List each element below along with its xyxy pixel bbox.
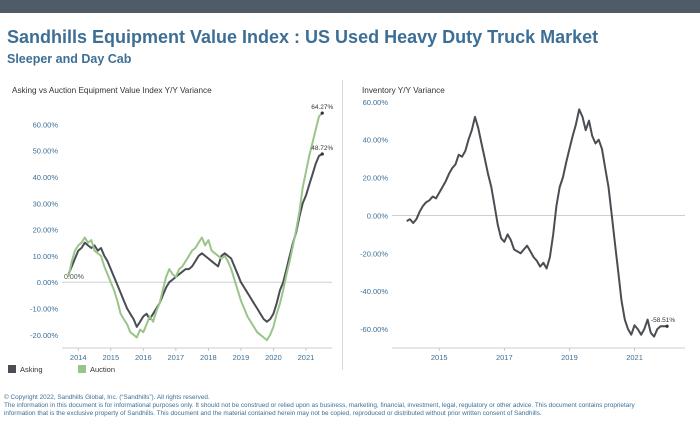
chart-divider xyxy=(342,80,343,370)
data-point-marker xyxy=(665,324,669,328)
y-tick-label: 20.00% xyxy=(363,174,389,183)
legend-swatch-asking xyxy=(8,365,16,373)
y-tick-label: -60.00% xyxy=(360,325,388,334)
footer: © Copyright 2022, Sandhills Global, Inc.… xyxy=(4,394,696,419)
page-subtitle: Sleeper and Day Cab xyxy=(7,52,132,66)
data-label: 48.72% xyxy=(311,145,333,152)
series-line-auction xyxy=(67,112,323,342)
y-tick-label: 20.00% xyxy=(33,226,59,235)
x-tick-label: 2015 xyxy=(102,353,119,362)
reference-line-label: 0.00% xyxy=(64,274,84,281)
x-tick-label: 2014 xyxy=(70,353,87,362)
y-tick-label: 10.00% xyxy=(33,252,59,261)
x-tick-label: 2017 xyxy=(168,353,185,362)
x-tick-label: 2017 xyxy=(496,353,513,362)
x-tick-label: 2019 xyxy=(561,353,578,362)
chart-axes: -60.00% -40.00% -20.00% 0.00% 20.00% 40.00% 60… xyxy=(360,98,685,362)
y-tick-label: 60.00% xyxy=(33,120,59,129)
data-point-marker xyxy=(320,111,324,115)
legend-label: Asking xyxy=(20,365,43,374)
y-tick-label: 40.00% xyxy=(363,136,389,145)
x-tick-label: 2015 xyxy=(431,353,448,362)
copyright-text: © Copyright 2022, Sandhills Global, Inc.… xyxy=(4,394,210,401)
chart-title: Inventory Y/Y Variance xyxy=(362,86,445,95)
series-line-inventory xyxy=(406,108,668,338)
y-tick-label: 0.00% xyxy=(367,211,389,220)
series-line-asking xyxy=(67,153,323,328)
chart-series-group: -58.51% xyxy=(406,108,675,338)
y-tick-label: -40.00% xyxy=(360,287,388,296)
x-tick-label: 2018 xyxy=(200,353,217,362)
top-bar xyxy=(0,0,700,13)
y-tick-label: -20.00% xyxy=(30,331,58,340)
data-point-marker xyxy=(320,152,324,156)
legend-swatch-auction xyxy=(78,365,86,373)
y-tick-label: 40.00% xyxy=(33,173,59,182)
y-tick-label: 0.00% xyxy=(37,278,59,287)
x-tick-label: 2020 xyxy=(265,353,282,362)
y-tick-label: 50.00% xyxy=(33,147,59,156)
asking-vs-auction-chart: Asking vs Auction Equipment Value Index … xyxy=(8,86,333,374)
data-label: 64.27% xyxy=(311,104,333,111)
y-tick-label: 30.00% xyxy=(33,199,59,208)
disclaimer-text: information that is the exclusive proper… xyxy=(4,410,542,418)
y-tick-label: 60.00% xyxy=(363,98,389,107)
disclaimer-text: The information in this document is for … xyxy=(4,402,635,410)
inventory-chart: Inventory Y/Y Variance -60.00% -40.00% -20… xyxy=(360,86,685,362)
chart-series-group: 64.27% 48.72% xyxy=(67,104,333,342)
legend-label: Auction xyxy=(90,365,115,374)
chart-title: Asking vs Auction Equipment Value Index … xyxy=(12,86,212,95)
y-tick-label: -20.00% xyxy=(360,249,388,258)
data-label: -58.51% xyxy=(651,317,675,324)
chart-legend: Asking Auction xyxy=(8,365,115,374)
x-tick-label: 2016 xyxy=(135,353,152,362)
page-title: Sandhills Equipment Value Index : US Use… xyxy=(7,27,599,47)
x-tick-label: 2021 xyxy=(626,353,643,362)
chart-axes: -20.00% -10.00% 0.00% 10.00% 20.00% 30.00% 40.… xyxy=(30,120,332,362)
x-tick-label: 2021 xyxy=(298,353,315,362)
x-tick-label: 2019 xyxy=(233,353,250,362)
y-tick-label: -10.00% xyxy=(30,305,58,314)
